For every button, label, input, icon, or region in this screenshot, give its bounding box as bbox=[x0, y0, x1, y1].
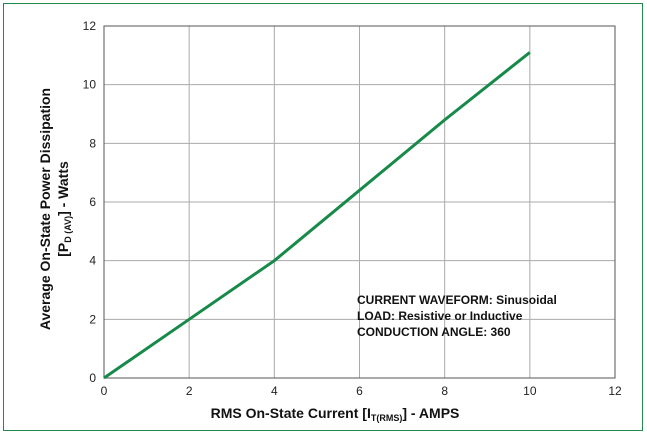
y-tick-labels: 0 2 4 6 8 10 12 bbox=[83, 19, 97, 385]
x-tick-labels: 0 2 4 6 8 10 12 bbox=[101, 384, 622, 398]
x-axis-title-subscript: T(RMS) bbox=[371, 413, 403, 423]
series-line bbox=[103, 51, 531, 380]
annotation-box: CURRENT WAVEFORM: Sinusoidal LOAD: Resis… bbox=[357, 293, 557, 339]
plot-border bbox=[103, 25, 616, 379]
y-tick-label: 2 bbox=[89, 312, 96, 326]
x-axis-title: RMS On-State Current [IT(RMS)] - AMPS bbox=[211, 405, 460, 423]
x-tick-label: 0 bbox=[101, 384, 108, 398]
x-axis-title-suffix: ] - AMPS bbox=[402, 405, 459, 421]
y-tick-label: 4 bbox=[89, 254, 96, 268]
annotation-line-1: CURRENT WAVEFORM: Sinusoidal bbox=[357, 293, 557, 307]
x-tick-label: 4 bbox=[271, 384, 278, 398]
annotation-line-2: LOAD: Resistive or Inductive bbox=[357, 309, 523, 323]
annotation-line-3: CONDUCTION ANGLE: 360 bbox=[357, 325, 511, 339]
y-tick-label: 12 bbox=[83, 19, 97, 33]
y-axis-title-line-1: Average On-State Power Dissipation bbox=[37, 88, 53, 330]
y-tick-label: 8 bbox=[89, 136, 96, 150]
x-tick-label: 12 bbox=[608, 384, 622, 398]
y-axis-title-line-2-suffix: ] - Watts bbox=[55, 161, 71, 216]
y-axis-title-line-2-prefix: [P bbox=[55, 243, 71, 257]
y-axis-title-line-2-subscript: D (AV) bbox=[63, 216, 73, 243]
x-tick-label: 8 bbox=[441, 384, 448, 398]
y-axis-title-line-2: [PD (AV)] - Watts bbox=[55, 161, 73, 257]
x-tick-label: 2 bbox=[186, 384, 193, 398]
x-tick-label: 10 bbox=[523, 384, 537, 398]
x-tick-label: 6 bbox=[356, 384, 363, 398]
y-tick-label: 10 bbox=[83, 78, 97, 92]
x-axis-title-prefix: RMS On-State Current [I bbox=[211, 405, 371, 421]
y-tick-label: 6 bbox=[89, 195, 96, 209]
chart-frame bbox=[3, 3, 643, 431]
y-tick-label: 0 bbox=[89, 371, 96, 385]
